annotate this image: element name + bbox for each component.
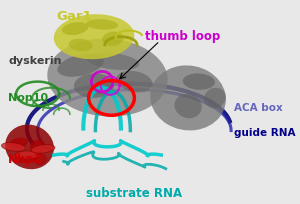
- Ellipse shape: [10, 137, 28, 148]
- Ellipse shape: [102, 31, 124, 46]
- Ellipse shape: [175, 94, 202, 118]
- Ellipse shape: [15, 151, 39, 159]
- Ellipse shape: [74, 73, 114, 98]
- Ellipse shape: [5, 125, 54, 169]
- Ellipse shape: [86, 52, 140, 70]
- Ellipse shape: [86, 19, 118, 30]
- Ellipse shape: [47, 39, 168, 116]
- Text: thumb loop: thumb loop: [145, 30, 220, 43]
- Ellipse shape: [17, 155, 36, 163]
- Ellipse shape: [116, 71, 153, 92]
- Ellipse shape: [54, 14, 134, 59]
- Ellipse shape: [31, 145, 55, 153]
- Ellipse shape: [29, 140, 46, 154]
- Text: Gar1: Gar1: [56, 10, 92, 23]
- Text: substrate RNA: substrate RNA: [86, 187, 182, 200]
- Ellipse shape: [204, 88, 226, 108]
- Ellipse shape: [57, 54, 104, 77]
- Text: guide RNA: guide RNA: [234, 128, 295, 138]
- Text: ACA box: ACA box: [234, 103, 283, 113]
- Text: Nhp2: Nhp2: [8, 153, 43, 166]
- Text: dyskerin: dyskerin: [8, 56, 62, 66]
- Ellipse shape: [62, 22, 88, 35]
- Ellipse shape: [34, 153, 47, 165]
- Ellipse shape: [2, 143, 26, 151]
- Ellipse shape: [69, 39, 93, 51]
- Ellipse shape: [150, 65, 226, 130]
- Ellipse shape: [183, 73, 215, 90]
- Text: Nop10: Nop10: [8, 93, 48, 103]
